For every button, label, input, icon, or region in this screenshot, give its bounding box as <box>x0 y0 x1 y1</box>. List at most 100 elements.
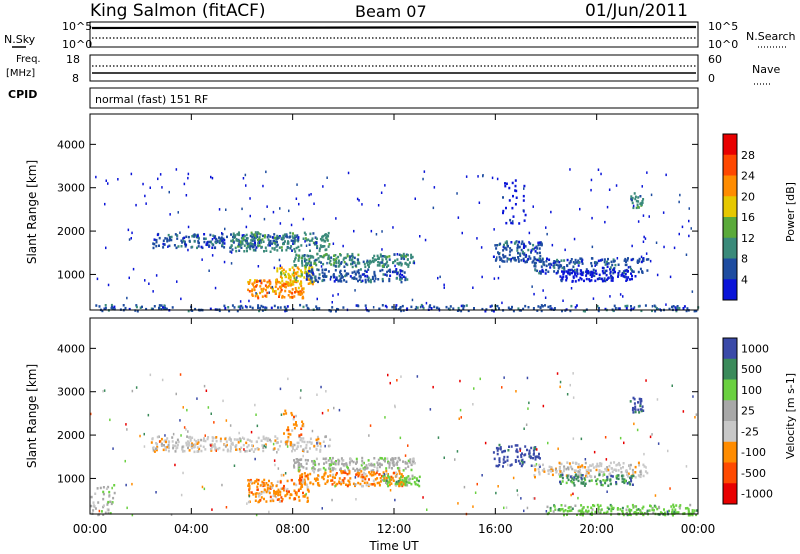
echo-cell <box>335 261 338 265</box>
echo-cell <box>255 280 258 284</box>
echo-cell <box>257 242 260 245</box>
echo-cell <box>203 437 205 440</box>
echo-cell <box>139 434 141 438</box>
echo-cell <box>520 259 523 262</box>
echo-cell <box>511 222 514 225</box>
echo-cell <box>579 257 582 260</box>
echo-cell <box>295 447 298 450</box>
echo-cell <box>283 233 286 236</box>
echo-cell <box>433 305 436 309</box>
echo-cell <box>519 447 522 451</box>
echo-cell <box>185 243 187 246</box>
echo-cell <box>109 500 112 503</box>
echo-cell <box>177 211 179 214</box>
echo-cell <box>282 234 285 238</box>
echo-cell <box>324 275 327 278</box>
echo-cell <box>300 273 303 276</box>
echo-cell <box>601 473 604 477</box>
echo-cell <box>561 270 563 273</box>
echo-cell <box>331 498 333 502</box>
echo-cell <box>509 250 512 253</box>
echo-cell <box>250 231 253 235</box>
echo-cell <box>212 234 215 237</box>
echo-cell <box>364 278 367 282</box>
echo-cell <box>96 487 99 490</box>
echo-cell <box>642 259 645 262</box>
echo-cell <box>305 483 308 487</box>
echo-cell <box>212 445 215 448</box>
echo-cell <box>558 461 561 465</box>
echo-cell <box>223 260 226 264</box>
echo-cell <box>232 241 235 244</box>
echo-cell <box>260 241 263 244</box>
echo-cell <box>361 456 364 460</box>
echo-cell <box>262 435 265 438</box>
echo-cell <box>610 509 613 513</box>
echo-cell <box>520 497 522 500</box>
echo-cell <box>641 507 644 510</box>
echo-cell <box>363 262 366 266</box>
echo-cell <box>333 275 336 279</box>
echo-cell <box>585 277 588 281</box>
echo-cell <box>630 272 632 275</box>
velocity-ylabel: Slant Range [km] <box>25 364 39 468</box>
echo-cell <box>601 266 604 270</box>
echo-cell <box>264 234 267 237</box>
echo-cell <box>477 175 479 178</box>
echo-cell <box>301 424 304 428</box>
echo-cell <box>665 303 667 306</box>
echo-cell <box>364 304 367 307</box>
echo-cell <box>641 200 644 203</box>
echo-cell <box>274 242 277 246</box>
echo-cell <box>321 268 324 271</box>
echo-cell <box>172 446 175 450</box>
echo-cell <box>456 450 459 453</box>
echo-cell <box>351 271 354 274</box>
echo-cell <box>503 260 506 263</box>
echo-cell <box>297 469 300 472</box>
echo-cell <box>366 261 368 264</box>
echo-cell <box>373 471 375 474</box>
echo-cell <box>270 306 273 310</box>
echo-cell <box>351 252 354 256</box>
echo-cell <box>104 307 106 311</box>
echo-cell <box>273 236 276 239</box>
echo-cell <box>241 207 243 211</box>
echo-cell <box>686 307 689 310</box>
echo-cell <box>331 306 334 309</box>
echo-cell <box>307 488 310 492</box>
echo-cell <box>644 470 647 473</box>
echo-cell <box>597 309 600 313</box>
echo-cell <box>358 199 360 202</box>
echo-cell <box>395 268 398 271</box>
echo-cell <box>408 261 411 264</box>
echo-cell <box>269 239 272 243</box>
echo-cell <box>226 449 229 453</box>
echo-cell <box>575 478 578 481</box>
echo-cell <box>523 453 526 457</box>
echo-cell <box>355 498 357 501</box>
echo-cell <box>166 240 169 243</box>
echo-cell <box>643 235 645 239</box>
echo-cell <box>411 462 414 465</box>
echo-cell <box>572 265 575 268</box>
echo-cell <box>503 376 505 379</box>
echo-cell <box>302 422 305 426</box>
echo-cell <box>534 269 537 272</box>
echo-cell <box>155 447 157 450</box>
echo-cell <box>402 252 405 256</box>
echo-cell <box>561 476 564 480</box>
echo-cell <box>209 233 212 237</box>
echo-cell <box>280 285 283 288</box>
echo-cell <box>654 505 657 509</box>
echo-cell <box>273 447 276 450</box>
echo-cell <box>438 307 441 311</box>
echo-cell <box>625 260 627 263</box>
echo-cell <box>327 475 329 478</box>
echo-cell <box>460 309 463 313</box>
echo-cell <box>693 309 696 313</box>
echo-cell <box>401 475 404 478</box>
echo-cell <box>589 474 591 478</box>
echo-cell <box>402 469 405 472</box>
echo-cell <box>603 511 606 515</box>
